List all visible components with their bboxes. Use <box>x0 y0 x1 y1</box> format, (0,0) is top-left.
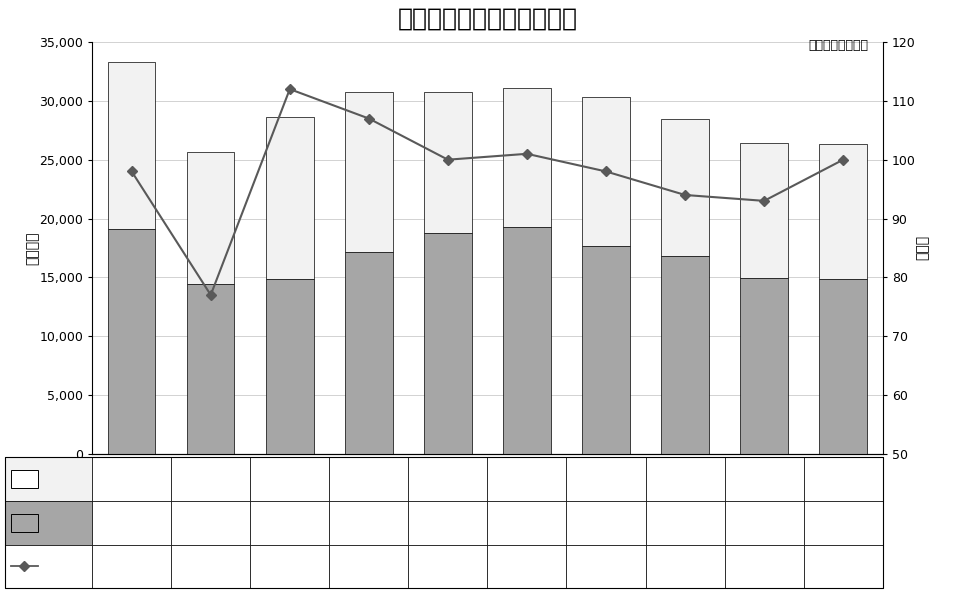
Bar <box>187 284 234 454</box>
Bar <box>108 63 155 229</box>
Text: 98: 98 <box>124 560 140 573</box>
Bar <box>266 117 313 279</box>
Text: 19,287: 19,287 <box>505 516 548 529</box>
Text: 11,234: 11,234 <box>189 472 233 485</box>
Bar <box>266 279 313 454</box>
Text: 11,770: 11,770 <box>505 472 548 485</box>
Text: 11,525: 11,525 <box>741 472 785 485</box>
Text: 11,665: 11,665 <box>663 472 706 485</box>
Bar <box>503 227 550 454</box>
Text: 12,661: 12,661 <box>583 472 627 485</box>
Text: 19,099: 19,099 <box>109 516 153 529</box>
Bar <box>345 92 392 252</box>
Text: 14,877: 14,877 <box>267 516 311 529</box>
Text: 100: 100 <box>435 560 459 573</box>
Text: 11,975: 11,975 <box>425 472 469 485</box>
Text: 14,919: 14,919 <box>741 516 785 529</box>
Text: 93: 93 <box>756 560 771 573</box>
Text: 107: 107 <box>357 560 381 573</box>
Text: 11,478: 11,478 <box>821 472 864 485</box>
Text: 16,805: 16,805 <box>663 516 706 529</box>
Bar <box>739 142 787 278</box>
Text: コンベヤ: コンベヤ <box>43 516 73 529</box>
Text: 98: 98 <box>598 560 613 573</box>
Text: 94: 94 <box>676 560 692 573</box>
Bar <box>345 252 392 454</box>
Text: 伝動: 伝動 <box>43 472 57 485</box>
Bar <box>187 152 234 284</box>
Bar <box>661 119 708 256</box>
Y-axis label: （トン）: （トン） <box>25 231 40 264</box>
Y-axis label: （％）: （％） <box>915 236 928 260</box>
Bar <box>661 256 708 454</box>
Text: 17,687: 17,687 <box>583 516 627 529</box>
Bar <box>108 229 155 454</box>
Text: 14,860: 14,860 <box>821 516 864 529</box>
Text: 13,791: 13,791 <box>267 472 311 485</box>
Text: 77: 77 <box>203 560 218 573</box>
Text: 13,645: 13,645 <box>347 472 391 485</box>
Bar <box>581 97 629 246</box>
Text: 14,166: 14,166 <box>109 472 153 485</box>
Bar <box>423 233 471 454</box>
Bar <box>739 278 787 454</box>
Bar <box>819 279 866 454</box>
Text: 18,789: 18,789 <box>425 516 469 529</box>
Text: 前年比: 前年比 <box>43 560 65 573</box>
Bar <box>503 88 550 227</box>
Text: 17,118: 17,118 <box>347 516 391 529</box>
Bar <box>423 92 471 233</box>
Text: 100: 100 <box>830 560 855 573</box>
Text: 101: 101 <box>515 560 538 573</box>
Text: 112: 112 <box>278 560 301 573</box>
Bar <box>819 144 866 279</box>
Text: 14,403: 14,403 <box>189 516 233 529</box>
Bar <box>581 246 629 454</box>
Title: ゴムベルト需要実績と予測: ゴムベルト需要実績と予測 <box>397 7 577 31</box>
Text: 日本ベルト工業会: 日本ベルト工業会 <box>807 39 867 52</box>
